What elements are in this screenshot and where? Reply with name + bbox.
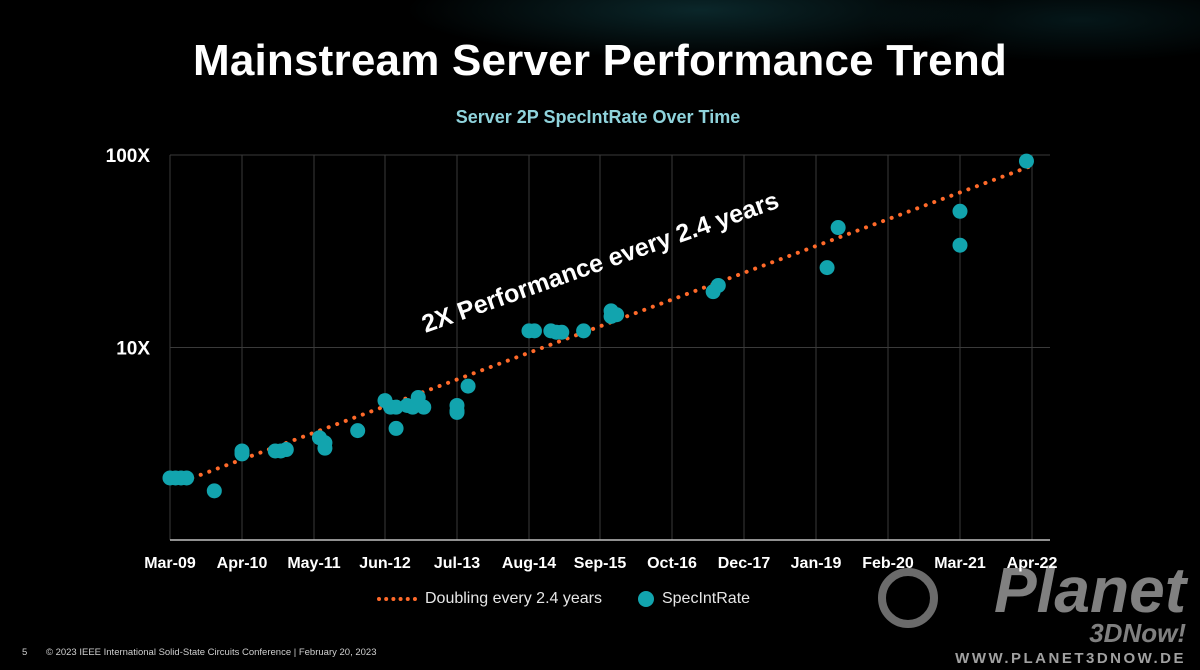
data-point xyxy=(576,323,592,339)
data-point xyxy=(526,323,542,339)
header-glow xyxy=(0,0,1200,110)
x-tick-label: Sep-15 xyxy=(574,555,627,572)
data-point xyxy=(952,203,968,219)
data-point xyxy=(609,307,625,323)
chart-legend: Doubling every 2.4 years SpecIntRate xyxy=(377,590,750,608)
x-tick-label: Jan-19 xyxy=(791,555,842,572)
data-point xyxy=(317,440,333,456)
watermark: Planet 3DNow! WWW.PLANET3DNOW.DE xyxy=(955,554,1186,667)
slide-footer: 5 © 2023 IEEE International Solid-State … xyxy=(22,647,376,658)
legend-trend-label: Doubling every 2.4 years xyxy=(425,590,602,607)
page-number: 5 xyxy=(22,647,28,658)
trend-line xyxy=(190,163,1034,480)
data-point xyxy=(460,378,476,394)
x-tick-label: Apr-10 xyxy=(217,555,268,572)
data-point xyxy=(416,399,432,415)
footer-text: © 2023 IEEE International Solid-State Ci… xyxy=(45,647,377,658)
y-tick-label: 10X xyxy=(116,339,150,360)
data-point xyxy=(278,442,294,458)
data-point xyxy=(234,446,250,462)
watermark-url: WWW.PLANET3DNOW.DE xyxy=(955,650,1186,667)
data-point xyxy=(1018,153,1034,169)
x-tick-label: Dec-17 xyxy=(718,555,771,572)
data-point xyxy=(350,423,366,439)
data-point xyxy=(830,220,846,236)
data-point xyxy=(554,324,570,340)
data-point xyxy=(388,399,404,415)
y-tick-label: 100X xyxy=(106,146,151,167)
x-tick-label: Mar-09 xyxy=(144,555,196,572)
watermark-brand: Planet xyxy=(993,554,1186,626)
x-tick-label: Aug-14 xyxy=(502,555,556,572)
x-tick-label: Apr-22 xyxy=(1007,555,1058,572)
watermark-sub: 3DNow! xyxy=(1089,618,1186,648)
legend-points-label: SpecIntRate xyxy=(661,590,751,607)
data-point xyxy=(710,277,726,293)
legend-trend-swatch xyxy=(377,597,417,601)
x-tick-label: Feb-20 xyxy=(862,555,914,572)
watermark-logo-icon xyxy=(878,568,938,628)
x-tick-label: Mar-21 xyxy=(934,555,986,572)
x-tick-label: Oct-16 xyxy=(647,555,697,572)
data-point xyxy=(449,403,465,419)
data-point xyxy=(819,260,835,276)
x-tick-label: Jul-13 xyxy=(434,555,480,572)
chart-title: Server 2P SpecIntRate Over Time xyxy=(455,107,741,127)
data-point xyxy=(206,483,222,499)
legend-points-swatch xyxy=(637,591,654,607)
x-tick-label: May-11 xyxy=(287,555,340,572)
data-point xyxy=(388,420,404,436)
data-point xyxy=(952,237,968,253)
x-tick-label: Jun-12 xyxy=(359,555,411,572)
page-title: Mainstream Server Performance Trend xyxy=(192,36,1008,85)
data-point xyxy=(179,470,195,486)
